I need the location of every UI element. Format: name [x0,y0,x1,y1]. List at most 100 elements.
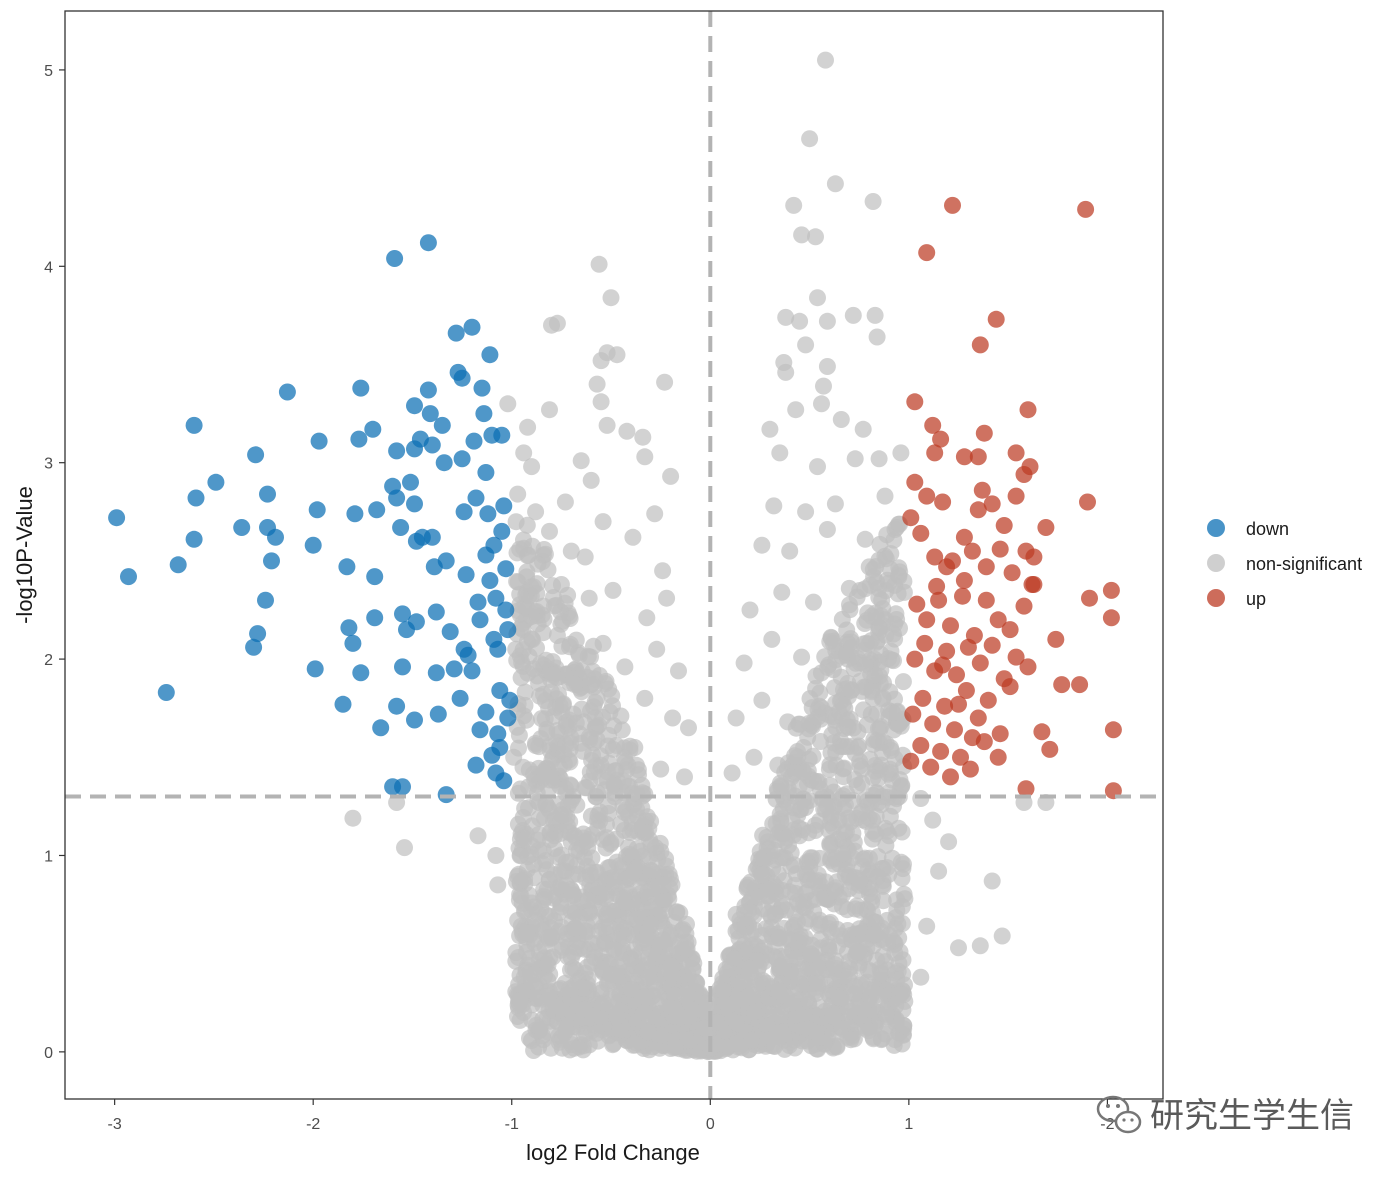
ns-cloud-point [575,1000,593,1018]
point-down [427,664,445,682]
point-up [906,393,924,411]
ns-cloud-point [842,1031,860,1049]
point-down [394,605,411,623]
point-down [308,501,326,519]
point-down [352,664,370,682]
point-non-significant [612,707,630,725]
point-up [1077,200,1095,218]
point-down [120,568,137,586]
point-up [995,517,1013,534]
ns-cloud-point [567,938,585,956]
point-non-significant [548,314,566,332]
point-up [1017,780,1035,798]
point-up [963,729,981,747]
point-down [372,719,390,737]
ns-cloud-point [615,893,632,911]
ns-cloud-point [870,770,887,787]
ns-cloud-point [557,1021,575,1039]
ns-cloud-point [807,667,825,685]
point-non-significant [594,513,612,531]
point-up [1021,458,1039,476]
point-non-significant [552,862,570,880]
point-non-significant [801,130,819,148]
x-axis-title: log2 Fold Change [526,1140,700,1165]
ns-cloud-point [855,635,873,653]
watermark: 研究生学生信 [1096,1095,1354,1136]
point-non-significant [527,737,545,754]
ns-cloud-point [563,886,581,904]
point-down [207,473,225,491]
point-down [267,528,284,546]
point-up [946,721,963,739]
point-non-significant [745,748,763,766]
ns-cloud-point [773,1026,791,1044]
ns-cloud-point [867,807,885,825]
ns-cloud-point [714,982,732,1000]
ns-cloud-point [778,829,795,847]
point-up [991,540,1009,558]
point-down [187,489,205,507]
x-tick-label: -2 [306,1116,320,1133]
point-non-significant [592,393,610,411]
ns-cloud-point [518,516,536,534]
ns-cloud-point [893,823,911,841]
point-down [481,572,499,589]
ns-cloud-point [562,791,580,809]
point-up [918,244,936,262]
point-up [952,748,969,766]
point-down [338,558,356,576]
point-up [971,336,989,354]
point-non-significant [469,827,487,845]
ns-cloud-point [809,958,827,976]
point-up [918,611,936,629]
ns-cloud-point [799,775,816,793]
ns-cloud-point [729,921,747,939]
point-non-significant [592,352,610,370]
point-non-significant [574,742,592,760]
ns-cloud-point [862,705,880,723]
point-down [471,611,489,629]
ns-cloud-point [842,681,860,699]
ns-cloud-point [605,941,623,958]
point-non-significant [779,713,797,731]
point-down [469,593,487,611]
ns-cloud-point [637,824,655,842]
ns-cloud-point [581,867,599,884]
point-non-significant [741,601,759,619]
point-non-significant [872,756,890,774]
ns-cloud-point [568,857,586,874]
ns-cloud-point [772,1006,790,1024]
point-up [1007,487,1025,505]
ns-cloud-point [544,997,562,1015]
ns-cloud-point [540,982,558,1000]
point-up [989,611,1007,629]
ns-cloud-point [864,822,882,840]
point-non-significant [882,642,900,660]
point-up [928,577,946,595]
point-non-significant [854,420,872,438]
ns-cloud-point [851,901,869,919]
point-non-significant [918,917,936,935]
point-up [1019,401,1037,419]
ns-cloud-point [830,812,847,830]
ns-cloud-point [509,1008,526,1025]
point-up [924,715,942,733]
point-non-significant [797,913,815,931]
point-down [453,369,471,387]
ns-cloud-point [588,1024,606,1042]
point-down [406,397,423,415]
point-non-significant [541,522,558,540]
point-down [423,436,441,454]
point-down [346,505,364,523]
point-down [352,379,370,397]
point-non-significant [856,656,874,674]
ns-cloud-point [787,865,805,883]
ns-cloud-point [770,929,788,947]
point-non-significant [656,373,674,391]
ns-cloud-point [826,711,844,729]
point-up [1102,609,1120,627]
point-non-significant [930,862,948,880]
point-up [963,542,981,560]
point-up [955,528,973,546]
ns-cloud-point [508,573,526,590]
